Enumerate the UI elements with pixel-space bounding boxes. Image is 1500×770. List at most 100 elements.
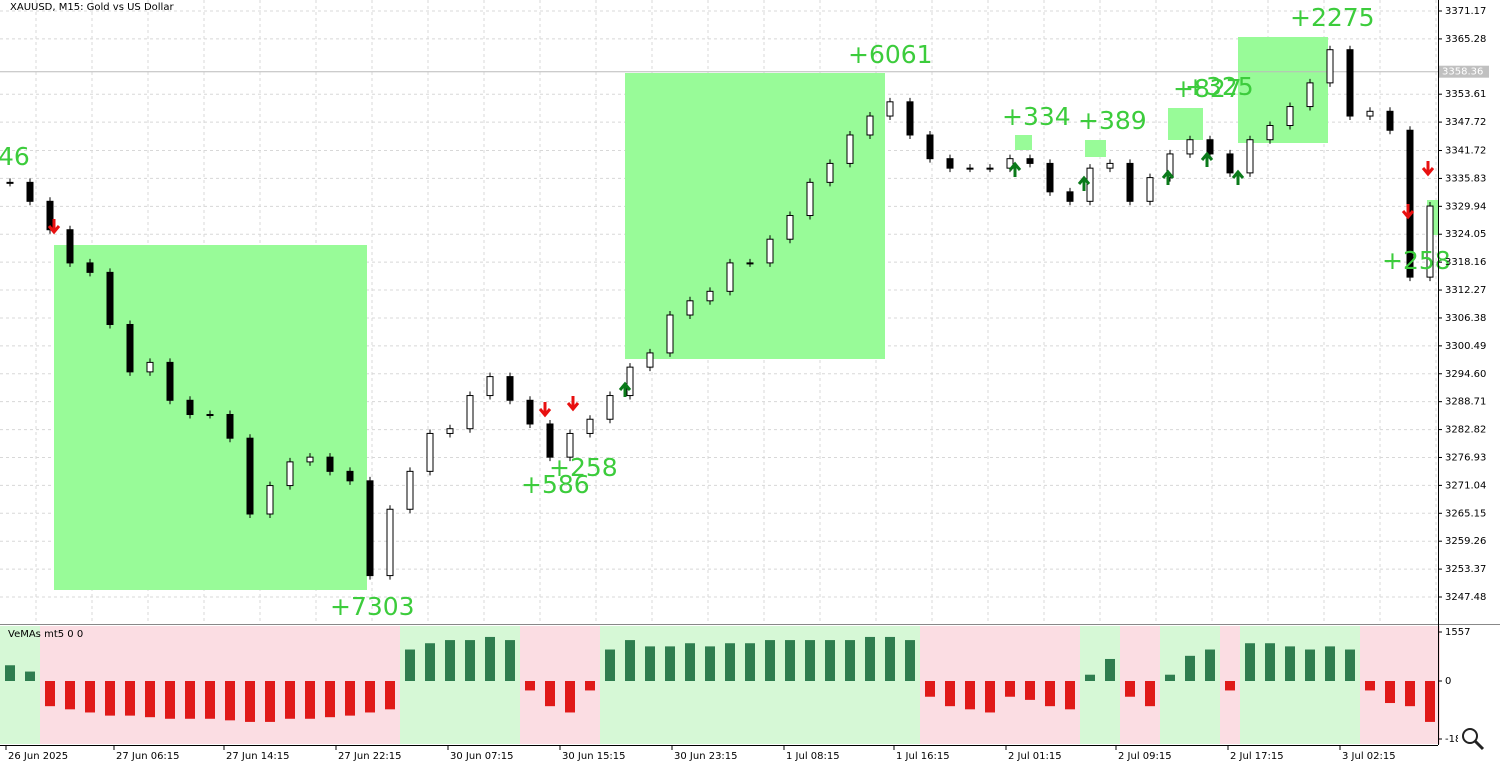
current-price-box xyxy=(1439,65,1489,78)
trade-profit-label: +586 xyxy=(521,470,590,499)
indicator-bar xyxy=(325,681,335,718)
time-label: 1 Jul 16:15 xyxy=(896,751,950,762)
indicator-name: VeMAs mt5 0 0 xyxy=(8,629,83,640)
indicator-bar xyxy=(1225,681,1235,691)
indicator-bar xyxy=(1405,681,1415,707)
candle xyxy=(606,395,614,420)
candle xyxy=(366,480,374,577)
candle xyxy=(1066,191,1074,202)
buy-arrow xyxy=(618,381,632,397)
indicator-tick-label: 0 xyxy=(1445,676,1451,687)
zoom-icon[interactable] xyxy=(1458,724,1488,754)
candle xyxy=(126,323,134,373)
candle xyxy=(1026,158,1034,164)
candle xyxy=(1206,139,1214,155)
indicator-bar xyxy=(1305,649,1315,681)
price-tick-label: 3300.49 xyxy=(1445,341,1486,352)
indicator-bar xyxy=(1325,646,1335,681)
indicator-bar xyxy=(805,640,815,681)
candle xyxy=(546,423,554,458)
candle xyxy=(386,508,394,577)
indicator-pane xyxy=(0,626,1440,744)
candle xyxy=(1406,129,1414,278)
candle xyxy=(1246,139,1254,174)
indicator-bar xyxy=(425,643,435,681)
time-label: 30 Jun 07:15 xyxy=(450,751,514,762)
candle xyxy=(706,290,714,302)
indicator-shade xyxy=(400,626,420,744)
indicator-shade xyxy=(1080,626,1100,744)
indicator-bar xyxy=(105,681,115,716)
indicator-bar xyxy=(385,681,395,710)
indicator-bar xyxy=(305,681,315,719)
candle xyxy=(666,314,674,354)
price-tick-label: 3318.16 xyxy=(1445,257,1486,268)
price-tick-label: 3282.82 xyxy=(1445,425,1486,436)
price-tick-label: 3312.27 xyxy=(1445,285,1486,296)
indicator-bar xyxy=(485,636,495,681)
indicator-shade xyxy=(1280,626,1300,744)
trade-profit-label: +325 xyxy=(1185,72,1254,101)
candle xyxy=(726,262,734,292)
candle xyxy=(1166,153,1174,179)
candle xyxy=(26,181,34,202)
indicator-bar xyxy=(125,681,135,716)
indicator-bar xyxy=(825,640,835,681)
candle xyxy=(1226,153,1234,174)
indicator-bar xyxy=(905,640,915,681)
candle xyxy=(446,428,454,434)
indicator-bar xyxy=(1005,681,1015,697)
trade-profit-label: +389 xyxy=(1078,106,1147,135)
price-tick-label: 3294.60 xyxy=(1445,369,1486,380)
indicator-bar xyxy=(725,643,735,681)
candle xyxy=(946,158,954,169)
current-price-label: 3358.36 xyxy=(1442,67,1483,78)
buy-arrow xyxy=(1231,169,1245,185)
indicator-bar xyxy=(345,681,355,716)
candle xyxy=(166,361,174,401)
sell-arrow xyxy=(1401,204,1415,220)
price-tick-label: 3365.28 xyxy=(1445,34,1486,45)
price-tick-label: 3371.17 xyxy=(1445,6,1486,17)
candle xyxy=(746,262,754,265)
price-tick-label: 3347.72 xyxy=(1445,117,1486,128)
price-tick-label: 3306.38 xyxy=(1445,313,1486,324)
indicator-shade xyxy=(600,626,620,744)
time-label: 2 Jul 09:15 xyxy=(1118,751,1172,762)
indicator-shade xyxy=(640,626,660,744)
zoom-handle xyxy=(1473,739,1485,751)
indicator-bar xyxy=(1245,643,1255,681)
indicator-bar xyxy=(505,640,515,681)
candle xyxy=(766,238,774,264)
candle xyxy=(266,485,274,515)
sell-arrow xyxy=(538,402,552,418)
time-label: 1 Jul 08:15 xyxy=(786,751,840,762)
indicator-bar xyxy=(1065,681,1075,710)
indicator-bar xyxy=(1085,674,1095,681)
indicator-shade xyxy=(700,626,720,744)
time-label: 30 Jun 23:15 xyxy=(674,751,738,762)
indicator-bar xyxy=(285,681,295,719)
indicator-shade xyxy=(0,626,20,744)
candle xyxy=(346,470,354,482)
candle xyxy=(146,361,154,373)
indicator-bar xyxy=(605,649,615,681)
candle xyxy=(46,200,54,231)
indicator-tick-label: 1557 xyxy=(1445,627,1470,638)
indicator-bar xyxy=(265,681,275,722)
candle xyxy=(1366,110,1374,117)
candle xyxy=(926,134,934,160)
indicator-bar xyxy=(745,643,755,681)
price-tick-label: 3324.05 xyxy=(1445,229,1486,240)
time-label: 26 Jun 2025 xyxy=(8,751,68,762)
indicator-bar xyxy=(865,636,875,681)
buy-arrow xyxy=(1161,169,1175,185)
price-tick-label: 3276.93 xyxy=(1445,452,1486,463)
candle xyxy=(406,470,414,510)
candle xyxy=(206,414,214,417)
sell-arrow xyxy=(566,396,580,412)
indicator-bar xyxy=(1365,681,1375,691)
candle xyxy=(626,366,634,397)
time-label: 27 Jun 14:15 xyxy=(226,751,290,762)
indicator-bar xyxy=(945,681,955,707)
